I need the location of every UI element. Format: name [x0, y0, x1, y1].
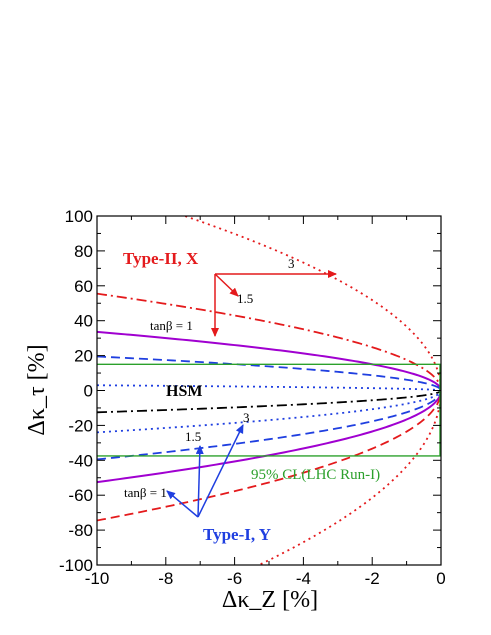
y-axis-title: Δκ_τ [%]	[24, 344, 50, 435]
y-tick-label: -60	[68, 486, 93, 505]
hsm-label: HSM	[166, 383, 202, 400]
y-tick-label: 60	[74, 277, 93, 296]
x-tick-label: -4	[296, 569, 311, 588]
series-line-10	[97, 390, 441, 414]
series-line-1	[97, 292, 441, 391]
series-line-6	[97, 390, 441, 434]
series-line-9	[97, 384, 441, 392]
type1-arrow-to-1	[166, 490, 199, 518]
x-tick-label: -2	[365, 569, 380, 588]
type1-arrow-to-1p5	[195, 445, 204, 518]
type1-tanb15-label: 1.5	[185, 429, 201, 444]
type1-tanb3-label: 3	[243, 410, 250, 425]
series-line-4	[97, 390, 441, 484]
type1-tanb1-label: tanβ = 1	[124, 485, 167, 500]
y-tick-label: -20	[68, 416, 93, 435]
x-tick-label: -6	[227, 569, 242, 588]
series-layer	[97, 216, 441, 565]
plot-frame	[96, 215, 442, 566]
type2-tanb1-label: tanβ = 1	[150, 318, 193, 333]
x-tick-label: -8	[158, 569, 173, 588]
y-tick-label: 40	[74, 312, 93, 331]
y-tick-label: 80	[74, 242, 93, 261]
series-line-3	[97, 355, 441, 391]
type2-arrow-to-1p5	[214, 273, 239, 297]
y-tick-label: -100	[59, 556, 93, 575]
y-tick-label: -80	[68, 521, 93, 540]
x-tick-label: -10	[85, 569, 110, 588]
y-tick-label: -40	[68, 451, 93, 470]
series-line-0	[97, 330, 441, 391]
confidence-band	[97, 363, 441, 457]
x-axis-title: Δκ_Z [%]	[222, 587, 318, 613]
type1-label: Type-I, Y	[203, 525, 271, 544]
y-tick-label: 20	[74, 347, 93, 366]
type2-label: Type-II, X	[123, 249, 199, 268]
y-tick-label: 100	[65, 207, 93, 226]
y-tick-label: 0	[84, 382, 93, 401]
x-tick-label: 0	[436, 569, 445, 588]
series-line-2	[181, 216, 441, 391]
type2-tanb3-label: 3	[288, 256, 295, 271]
type1-arrow-to-3	[197, 424, 244, 518]
type2-tanb15-label: 1.5	[237, 291, 253, 306]
cl-band-label: 95% CL(LHC Run-I)	[251, 467, 380, 483]
